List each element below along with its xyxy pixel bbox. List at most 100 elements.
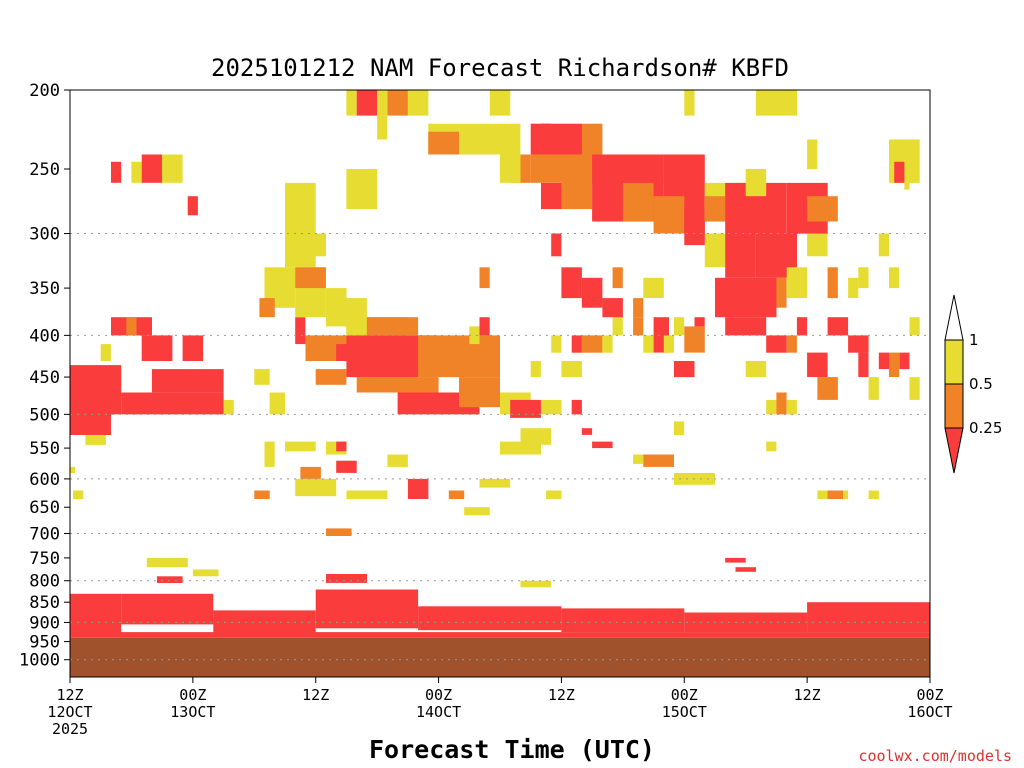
ri-region-77	[581, 335, 603, 353]
ri-region-114	[285, 209, 306, 234]
ri-region-79	[612, 317, 623, 336]
ri-region-48	[121, 392, 224, 415]
ri-region-92	[796, 317, 808, 336]
ri-region-42	[766, 441, 777, 452]
x-tick-label-2-1: 12Z	[302, 686, 329, 704]
ri-region-96	[848, 335, 869, 353]
ri-region-46	[70, 365, 111, 435]
x-tick-label-1-1: 00Z	[179, 686, 206, 704]
ri-region-128	[735, 277, 777, 318]
ri-region-5	[561, 608, 685, 633]
ri-region-11	[157, 576, 183, 583]
ri-region-12	[326, 528, 352, 536]
legend: 1 0.5 0.25	[944, 294, 1002, 474]
x-tick-label-7-1: 00Z	[916, 686, 943, 704]
ri-region-14	[520, 580, 552, 588]
ri-region-154	[346, 169, 378, 210]
x-tick-label-5-1: 00Z	[671, 686, 698, 704]
ri-region-100	[889, 352, 900, 377]
ri-region-134	[827, 267, 838, 299]
ri-region-16	[735, 567, 756, 572]
ri-region-9	[146, 557, 188, 568]
y-axis: 200 250 300 350 400 450 500 550 600 650 700 750 8008…	[19, 81, 70, 671]
ri-region-179	[904, 182, 910, 190]
x-tick-label-4-1: 12Z	[548, 686, 575, 704]
y-tick-label-450: 450	[29, 368, 60, 388]
ri-region-95	[827, 317, 849, 336]
ri-region-117	[479, 317, 490, 336]
ri-region-64	[356, 377, 439, 393]
ri-region-4	[418, 606, 562, 631]
ri-region-1	[121, 593, 214, 625]
ri-region-78	[602, 335, 613, 353]
ri-region-133	[807, 233, 828, 257]
x-axis-label: Forecast Time (UTC)	[369, 735, 655, 764]
ri-region-28	[346, 490, 388, 499]
ri-region-153	[489, 90, 511, 116]
ri-region-124	[633, 298, 644, 318]
y-tick-label-550: 550	[29, 439, 60, 459]
ri-region-131	[776, 277, 787, 308]
ri-region-22	[285, 441, 316, 452]
ri-region-49	[151, 369, 224, 393]
ri-region-37	[592, 441, 613, 449]
ri-region-175	[756, 90, 797, 116]
y-tick-label-400: 400	[29, 326, 60, 346]
ri-region-29	[387, 454, 408, 467]
ri-region-99	[878, 352, 889, 370]
ri-region-145	[346, 90, 357, 116]
ri-region-101	[899, 352, 910, 370]
ri-region-73	[571, 399, 582, 415]
ri-region-127	[715, 277, 736, 318]
ri-region-38	[633, 454, 644, 464]
ri-region-103	[766, 399, 777, 415]
ri-region-56	[254, 369, 270, 385]
ri-region-52	[126, 317, 137, 336]
ri-region-71	[541, 399, 562, 415]
ri-region-122	[602, 298, 623, 318]
ri-region-70	[520, 428, 552, 445]
ri-region-50	[223, 399, 234, 415]
ri-region-150	[377, 115, 388, 140]
legend-top-arrow	[944, 294, 964, 341]
ri-region-35	[546, 490, 562, 499]
ri-region-167	[684, 209, 705, 246]
ri-region-148	[387, 90, 408, 116]
ri-region-90	[766, 335, 787, 353]
ri-region-141	[131, 161, 142, 183]
ri-region-93	[807, 352, 828, 377]
ri-region-121	[581, 277, 603, 308]
ri-region-69	[510, 399, 541, 418]
y-tick-label-900: 900	[29, 613, 60, 633]
ri-region-91	[786, 335, 797, 353]
ri-region-58	[295, 317, 306, 345]
y-tick-label-950: 950	[29, 633, 60, 653]
ri-region-102	[909, 377, 920, 400]
ri-region-94	[817, 377, 838, 400]
x-tick-label-0-1: 12Z	[56, 686, 83, 704]
ri-region-146	[356, 90, 378, 116]
ri-region-6	[684, 612, 808, 633]
ri-region-110	[295, 267, 326, 289]
ri-region-23	[300, 466, 321, 479]
ri-region-75	[551, 335, 562, 353]
ri-region-33	[479, 478, 511, 488]
y-tick-label-650: 650	[29, 498, 60, 518]
legend-label-1: 0.5	[969, 375, 993, 393]
x-tick-label-5-2: 15OCT	[662, 703, 707, 721]
ri-region-83	[663, 335, 674, 353]
ri-region-104	[776, 392, 787, 415]
ri-region-97	[858, 352, 869, 377]
ri-region-18	[73, 490, 84, 499]
ri-region-19	[85, 435, 106, 445]
ri-region-87	[694, 317, 705, 327]
ri-region-85	[674, 317, 685, 336]
y-tick-label-750: 750	[29, 549, 60, 569]
ri-region-32	[464, 507, 490, 516]
ri-region-156	[500, 154, 521, 183]
ri-region-137	[878, 233, 889, 257]
ri-region-149	[407, 90, 429, 116]
ri-region-120	[561, 267, 582, 299]
ri-region-169	[704, 196, 726, 222]
ri-region-118	[479, 267, 490, 289]
